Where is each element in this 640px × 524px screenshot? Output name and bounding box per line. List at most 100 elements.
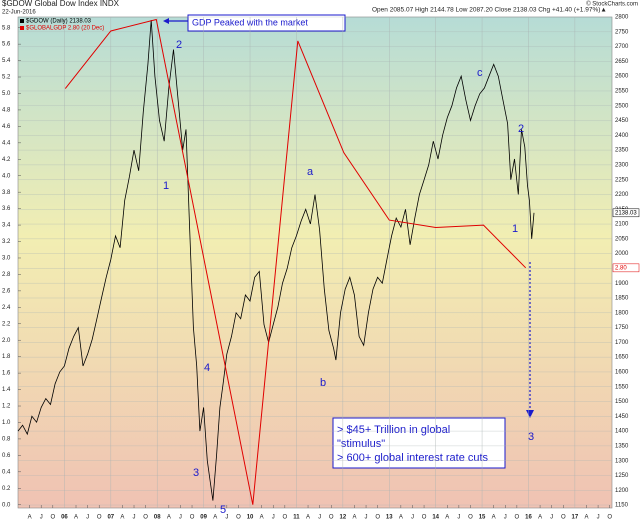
series-line: [17, 19, 535, 501]
y2-tick-label: 1900: [615, 281, 629, 287]
end-label: 2.80: [615, 265, 627, 271]
x-tick-label: A: [399, 515, 403, 521]
y2-tick-label: 2000: [615, 251, 629, 257]
x-tick-label: O: [422, 515, 427, 521]
wave-label: 2: [518, 123, 524, 135]
legend-label: $GLOBALGDP 2.80 (20 Dec): [26, 26, 104, 32]
y-tick-label: 1.6: [2, 371, 11, 377]
y2-tick-label: 2800: [615, 15, 629, 21]
x-tick-label: O: [97, 515, 102, 521]
series-line: [64, 18, 527, 505]
y2-tick-label: 1550: [615, 384, 629, 390]
x-tick-label: A: [492, 515, 496, 521]
chart-title: $GDOW Global Dow Index INDX: [2, 0, 120, 8]
wave-label: 4: [204, 362, 210, 374]
x-tick-label: A: [352, 515, 356, 521]
y-tick-label: 2.6: [2, 288, 11, 294]
x-tick-label: O: [143, 515, 148, 521]
y-tick-label: 3.0: [2, 256, 11, 262]
plot-area: [17, 16, 613, 509]
quote: Open 2085.07 High 2144.78 Low 2087.20 Cl…: [372, 7, 607, 14]
x-tick-label: O: [607, 515, 612, 521]
wave-label: 3: [193, 467, 199, 479]
arrow-head: [526, 410, 534, 418]
x-tick-label: O: [375, 515, 380, 521]
x-tick-label: 13: [386, 515, 393, 521]
y2-tick-label: 1250: [615, 473, 629, 479]
y-tick-label: 4.0: [2, 173, 11, 179]
y2-tick-label: 1600: [615, 370, 629, 376]
x-tick-label: A: [584, 515, 588, 521]
y-tick-label: 2.4: [2, 305, 11, 311]
y-tick-label: 1.4: [2, 387, 11, 393]
y-tick-label: 5.2: [2, 75, 11, 81]
x-tick-label: J: [457, 515, 460, 521]
wave-label: c: [477, 67, 483, 79]
x-tick-label: O: [190, 515, 195, 521]
wave-label: 2: [176, 39, 182, 51]
y-tick-label: 0.4: [2, 469, 11, 475]
y-tick-label: 3.2: [2, 239, 11, 245]
y2-tick-label: 2450: [615, 118, 629, 124]
x-tick-label: O: [283, 515, 288, 521]
x-tick-label: 07: [107, 515, 114, 521]
x-tick-label: A: [306, 515, 310, 521]
end-label-box: [612, 263, 640, 273]
y-tick-label: 0.2: [2, 486, 11, 492]
y2-tick-label: 2700: [615, 44, 629, 50]
y2-tick-label: 1300: [615, 458, 629, 464]
x-tick-label: 14: [432, 515, 439, 521]
y-tick-label: 1.0: [2, 420, 11, 426]
y-tick-label: 0.0: [2, 502, 11, 508]
end-label-box: [612, 208, 640, 218]
y-tick-label: 4.2: [2, 157, 11, 163]
x-tick-label: A: [213, 515, 217, 521]
wave-label: b: [320, 377, 326, 389]
y-tick-label: 1.2: [2, 404, 11, 410]
x-tick-label: O: [50, 515, 55, 521]
x-tick-label: O: [329, 515, 334, 521]
x-tick-label: 15: [479, 515, 486, 521]
x-tick-label: A: [120, 515, 124, 521]
x-tick-label: J: [550, 515, 553, 521]
note-line: "stimulus": [337, 438, 385, 450]
y2-tick-label: 2600: [615, 74, 629, 80]
x-tick-label: A: [74, 515, 78, 521]
x-tick-label: 10: [247, 515, 254, 521]
arrow-head: [163, 18, 169, 24]
legend-swatch: [20, 26, 24, 30]
y2-tick-label: 2100: [615, 222, 629, 228]
y-tick-label: 4.8: [2, 108, 11, 114]
end-label: 2138.03: [615, 210, 637, 216]
y-tick-label: 4.6: [2, 124, 11, 130]
x-tick-label: O: [236, 515, 241, 521]
y2-tick-label: 2500: [615, 103, 629, 109]
note-line: > 600+ global interest rate cuts: [337, 452, 489, 464]
x-tick-label: 12: [340, 515, 347, 521]
y2-tick-label: 2200: [615, 192, 629, 198]
y2-tick-label: 2300: [615, 162, 629, 168]
x-tick-label: A: [260, 515, 264, 521]
note-box: [332, 417, 506, 469]
wave-label: 1: [512, 223, 518, 235]
x-tick-label: O: [468, 515, 473, 521]
wave-label: 3: [528, 431, 534, 443]
y2-tick-label: 1400: [615, 429, 629, 435]
y2-tick-label: 1150: [615, 503, 629, 509]
y-tick-label: 2.2: [2, 321, 11, 327]
x-tick-label: J: [40, 515, 43, 521]
y-tick-label: 0.8: [2, 436, 11, 442]
y2-tick-label: 2400: [615, 133, 629, 139]
y2-tick-label: 1700: [615, 340, 629, 346]
y2-tick-label: 2550: [615, 89, 629, 95]
date: 22-Jun-2016: [2, 10, 36, 16]
x-tick-label: 09: [200, 515, 207, 521]
x-tick-label: J: [133, 515, 136, 521]
x-tick-label: A: [445, 515, 449, 521]
x-tick-label: O: [561, 515, 566, 521]
y2-tick-label: 1450: [615, 414, 629, 420]
wave-label: 1: [163, 180, 169, 192]
y-tick-label: 3.4: [2, 223, 11, 229]
y-tick-label: 5.6: [2, 42, 11, 48]
